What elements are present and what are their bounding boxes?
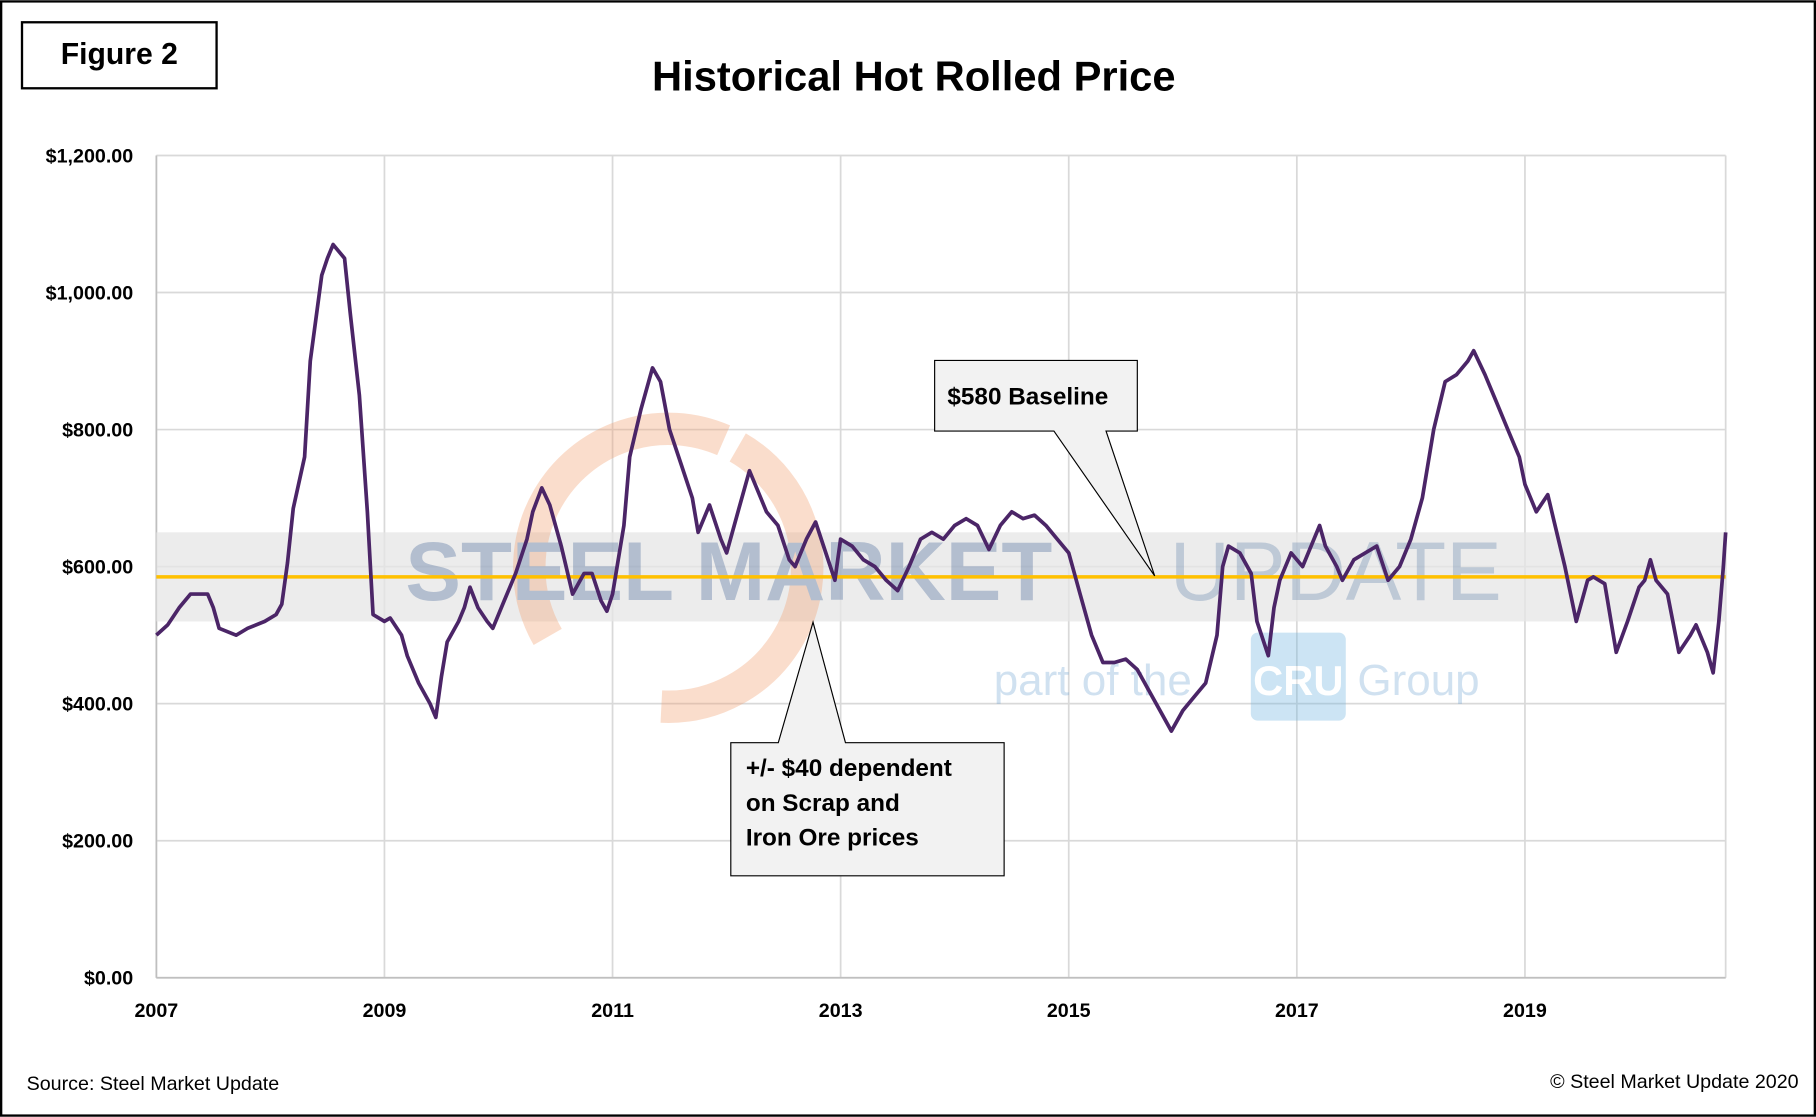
chart-title: Historical Hot Rolled Price xyxy=(652,53,1176,100)
y-tick-label: $400.00 xyxy=(62,694,133,716)
band-callout-shape xyxy=(730,620,1005,877)
band-callout-line-2: on Scrap and xyxy=(746,790,900,817)
x-tick-label: 2017 xyxy=(1275,1000,1319,1022)
watermark-group: Group xyxy=(1357,656,1479,705)
watermark-part-of: part of the xyxy=(994,656,1192,705)
series-line-hot-rolled-price xyxy=(155,242,1728,733)
x-tick-label: 2007 xyxy=(134,1000,178,1022)
x-tick-label: 2013 xyxy=(819,1000,863,1022)
copyright-note: © Steel Market Update 2020 xyxy=(1550,1071,1799,1093)
band-callout-line-1: +/- $40 dependent xyxy=(746,755,952,782)
x-tick-label: 2011 xyxy=(591,1000,634,1022)
axis-ticks: $0.00 $200.00 $400.00 $600.00 $800.00 $1,000.… xyxy=(46,145,1547,1022)
figure-label: Figure 2 xyxy=(61,38,178,71)
y-tick-label: $200.00 xyxy=(62,831,133,853)
x-tick-label: 2009 xyxy=(363,1000,407,1022)
y-tick-label: $1,200.00 xyxy=(46,145,134,167)
y-tick-label: $1,000.00 xyxy=(46,282,134,304)
watermark: STEEL MARKET UPDATE part of the CRU Grou… xyxy=(405,412,1502,723)
baseline-callout: $580 Baseline xyxy=(934,359,1156,577)
band-callout-line-3: Iron Ore prices xyxy=(746,825,919,852)
baseline-callout-shape xyxy=(934,359,1156,577)
y-tick-label: $800.00 xyxy=(62,420,133,442)
x-tick-label: 2015 xyxy=(1047,1000,1091,1022)
watermark-cru: CRU xyxy=(1253,657,1343,704)
source-note: Source: Steel Market Update xyxy=(27,1073,280,1095)
watermark-update: UPDATE xyxy=(1170,525,1502,618)
figure-label-box xyxy=(20,21,218,90)
y-tick-label: $600.00 xyxy=(62,557,133,579)
band-callout: +/- $40 dependent on Scrap and Iron Ore … xyxy=(730,620,1005,877)
x-tick-label: 2019 xyxy=(1503,1000,1547,1022)
y-tick-label: $0.00 xyxy=(84,968,133,990)
baseline-callout-text: $580 Baseline xyxy=(947,383,1108,410)
watermark-cru-box xyxy=(1250,632,1346,721)
